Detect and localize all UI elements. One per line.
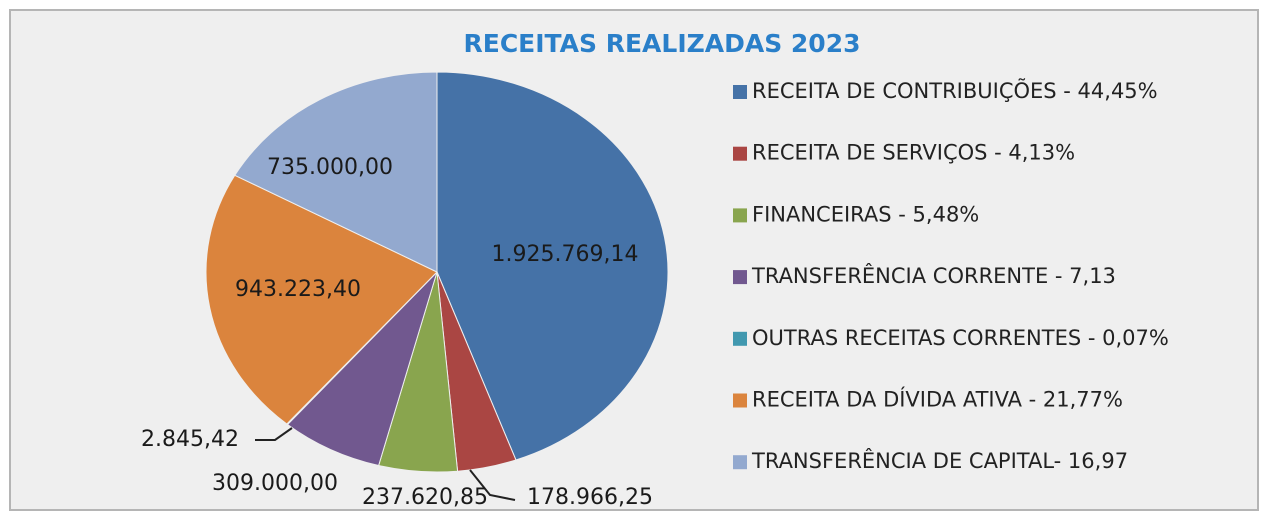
legend-label: TRANSFERÊNCIA CORRENTE - 7,13 — [751, 263, 1116, 288]
pie-slice — [286, 271, 438, 467]
data-label: 309.000,00 — [212, 471, 338, 496]
data-label: 2.845,42 — [141, 427, 239, 452]
legend-swatch — [733, 208, 747, 223]
chart-title: RECEITAS REALIZADAS 2023 — [464, 29, 861, 58]
pie-slice — [234, 71, 438, 273]
legend-label: FINANCEIRAS - 5,48% — [752, 202, 979, 226]
leader-line — [255, 427, 293, 441]
legend-label: OUTRAS RECEITAS CORRENTES - 0,07% — [752, 326, 1169, 350]
legend-label: RECEITA DE CONTRIBUIÇÕES - 44,45% — [752, 77, 1158, 103]
legend-swatch — [733, 146, 747, 161]
legend-label: RECEITA DA DÍVIDA ATIVA - 21,77% — [752, 387, 1123, 412]
legend-label: TRANSFERÊNCIA DE CAPITAL- 16,97 — [751, 448, 1128, 473]
data-label: 237.620,85 — [362, 485, 488, 510]
data-label: 1.925.769,14 — [492, 242, 639, 267]
data-label: 178.966,25 — [527, 485, 653, 510]
data-label: 735.000,00 — [267, 155, 393, 180]
legend-label: RECEITA DE SERVIÇOS - 4,13% — [752, 141, 1075, 165]
legend-swatch — [733, 270, 747, 285]
legend-swatch — [733, 331, 747, 346]
pie-slice — [205, 174, 438, 425]
pie-slice — [436, 71, 669, 461]
legend-swatch — [733, 455, 747, 470]
data-label: 943.223,40 — [235, 277, 361, 302]
legend-swatch — [733, 85, 747, 99]
legend-swatch — [733, 393, 747, 408]
leader-line — [469, 469, 516, 501]
